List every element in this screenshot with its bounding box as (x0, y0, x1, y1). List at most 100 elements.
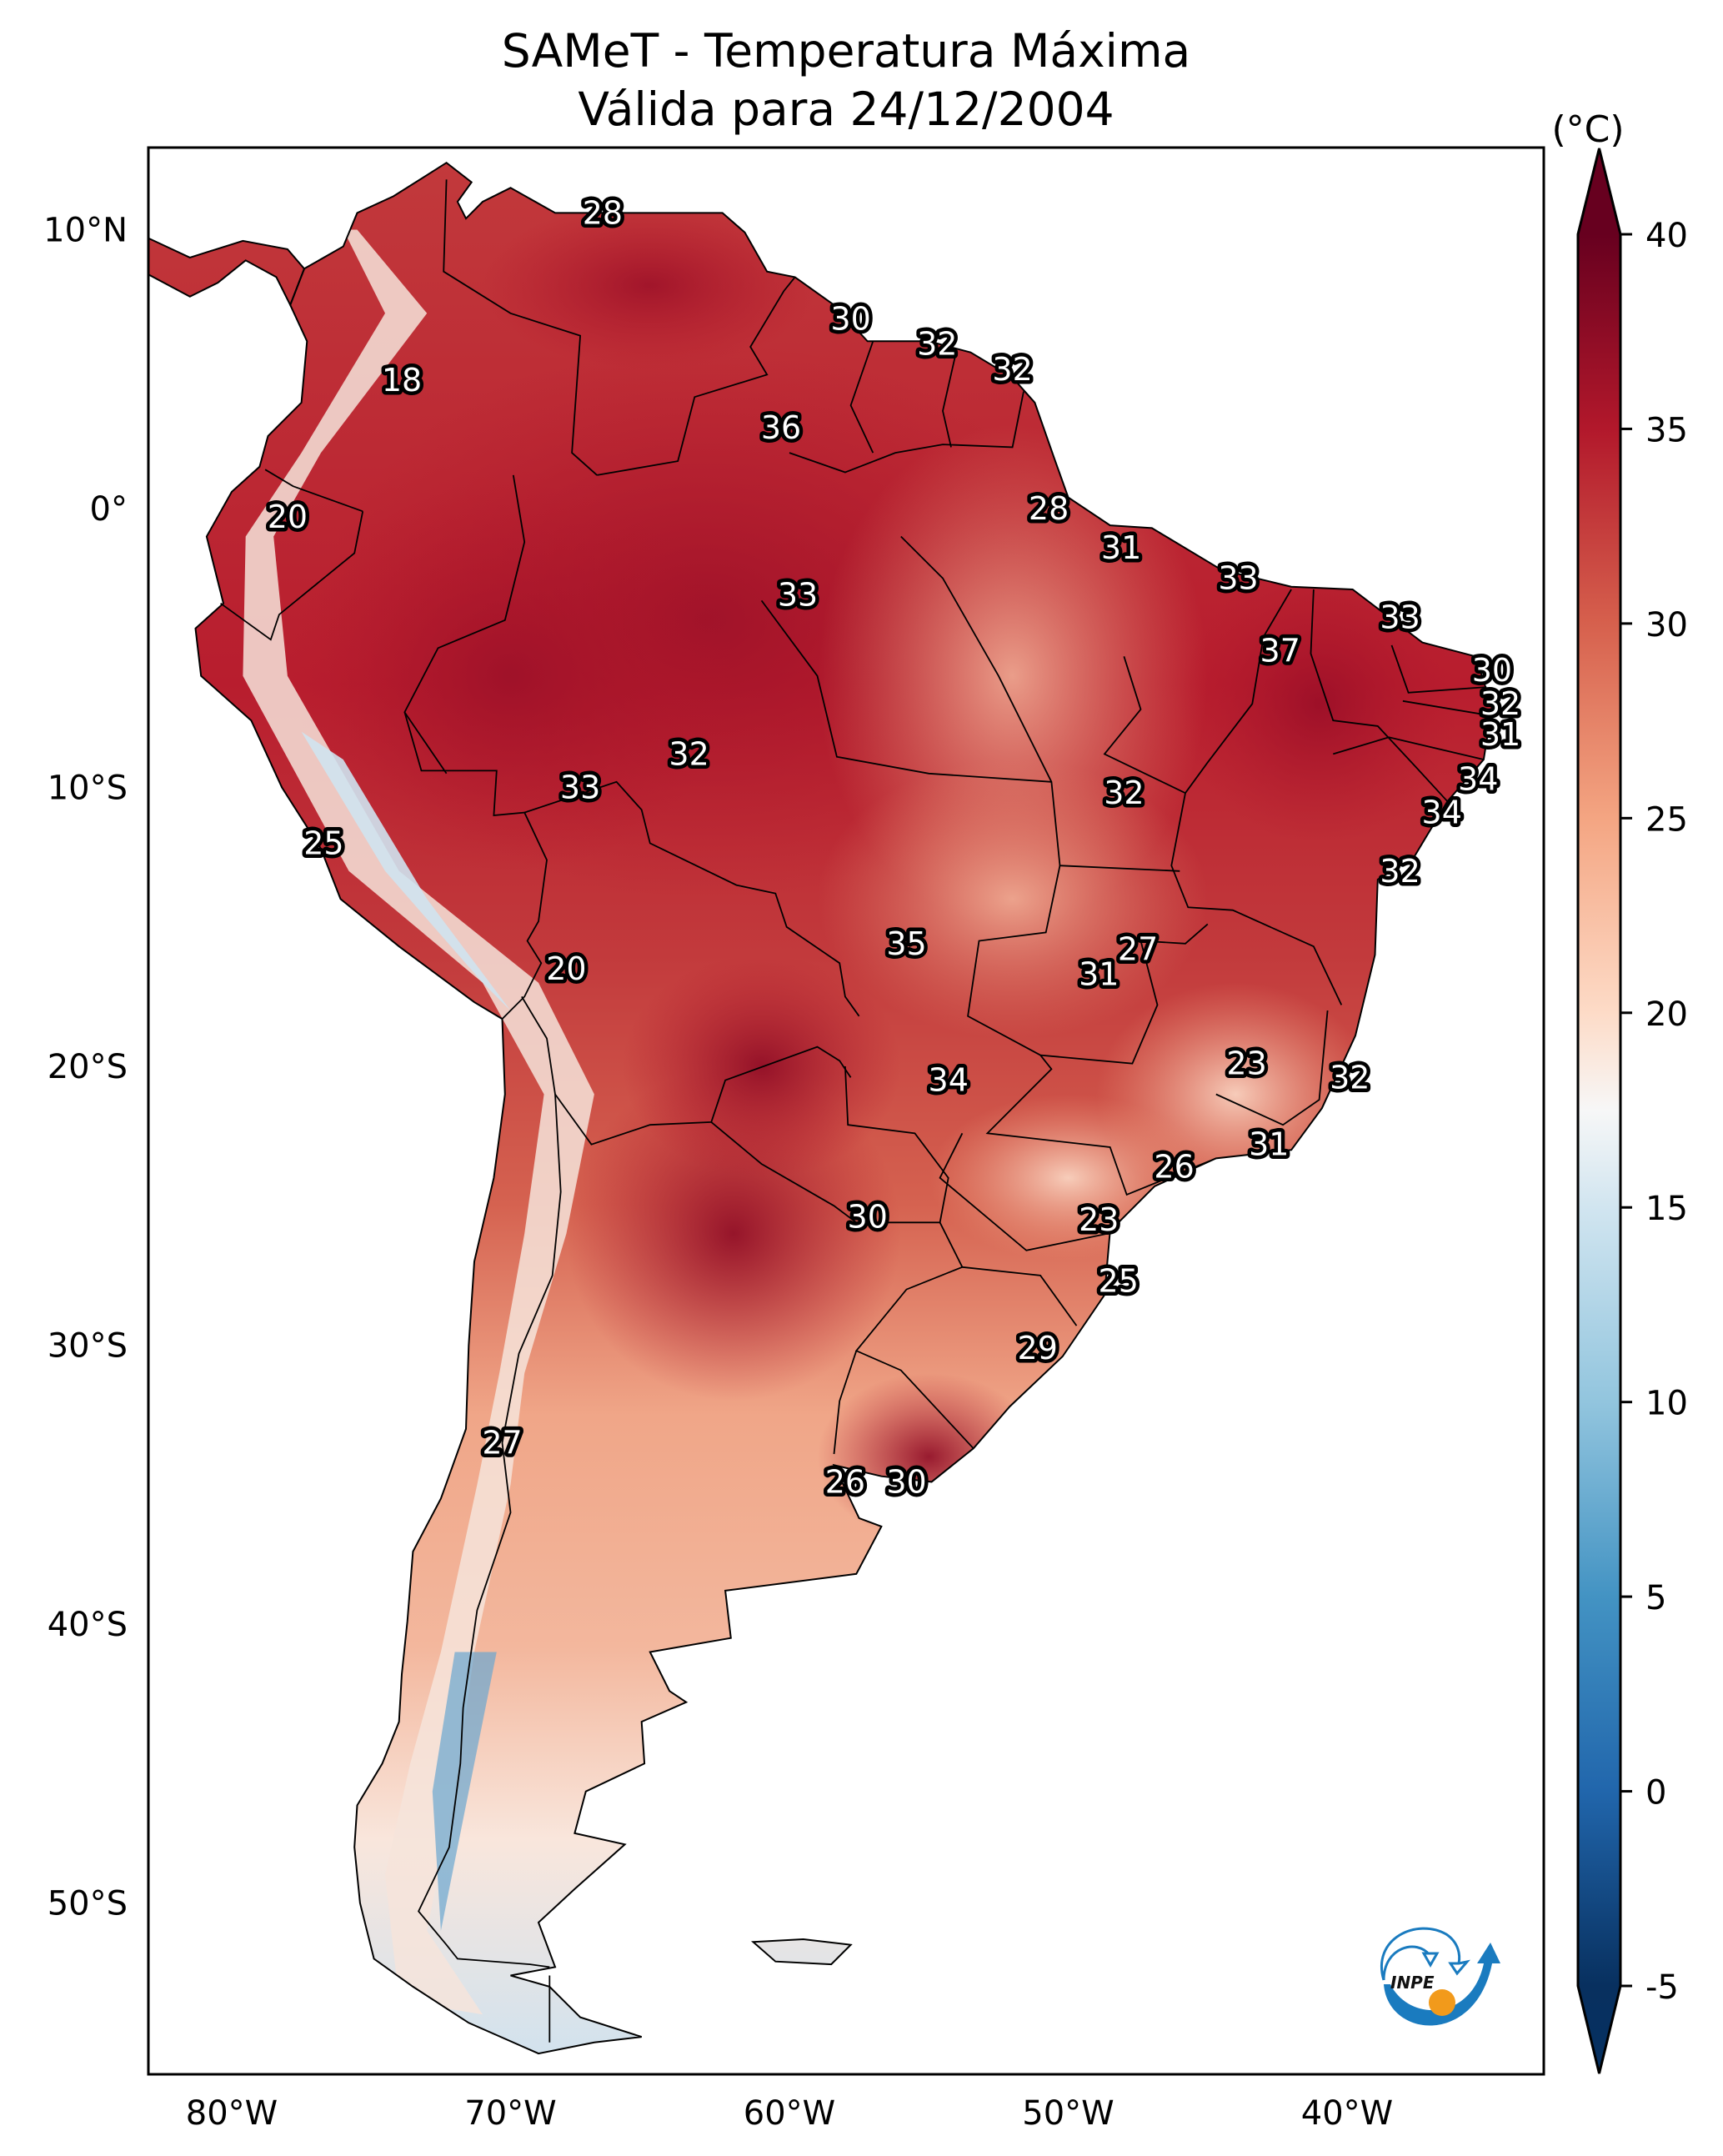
station-temperature-label: 33 (1218, 560, 1258, 597)
country-border (942, 349, 958, 448)
station-temperature-label: 20 (268, 499, 308, 535)
y-tick-label: 10°S (48, 770, 128, 808)
country-border (443, 179, 598, 476)
country-border (849, 341, 874, 454)
colorbar-tick-label: 40 (1645, 217, 1688, 255)
patagonia-cold (432, 1652, 497, 1931)
station-temperature-label: 26 (1154, 1148, 1194, 1185)
colorbar-gradient (1576, 148, 1622, 2074)
station-temperature-label: 31 (1079, 956, 1119, 993)
country-border (789, 391, 1024, 474)
station-temperature-label: 37 (1260, 633, 1300, 669)
country-border (1215, 1010, 1329, 1126)
logo-arrow-down-icon (1421, 1952, 1440, 1968)
logo-arc-inner-icon (1382, 1945, 1431, 1981)
country-border (523, 780, 860, 1017)
logo-arc-icon (1380, 1927, 1461, 1981)
chart-title: SAMeT - Temperatura Máxima (501, 24, 1191, 78)
station-temperature-label: 30 (886, 1463, 926, 1500)
y-tick-label: 20°S (48, 1048, 128, 1086)
station-temperature-label: 32 (1380, 853, 1420, 890)
logo-swoosh-icon (1384, 1943, 1500, 2026)
country-border (597, 276, 796, 476)
station-temperature-label: 31 (1249, 1126, 1289, 1163)
station-temperature-label: 32 (917, 326, 957, 363)
y-tick-label: 30°S (48, 1327, 128, 1366)
colorbar-tick-label: 35 (1645, 411, 1688, 449)
station-temperature-label: 32 (669, 735, 709, 772)
inpe-logo: INPE (1380, 1927, 1500, 2026)
station-temperature-label: 28 (1029, 490, 1069, 527)
station-temperature-label: 30 (830, 301, 870, 338)
country-border (1310, 589, 1449, 802)
country-border (220, 511, 364, 641)
station-temperature-label: 25 (1099, 1263, 1139, 1300)
colorbar-tick-label: 5 (1645, 1579, 1666, 1617)
temperature-anomaly (483, 202, 818, 369)
station-temperature-label: 28 (583, 194, 623, 231)
x-tick-label: 40°W (1301, 2094, 1393, 2133)
country-border (760, 599, 1052, 783)
station-temperature-label: 33 (560, 770, 600, 806)
colorbar-tick-label: 20 (1645, 995, 1688, 1034)
temperature-anomaly (817, 760, 1208, 1039)
country-border (854, 1221, 974, 1449)
station-temperature-label: 26 (825, 1463, 865, 1500)
y-tick-label: 0° (90, 490, 128, 529)
station-temperature-label: 32 (1480, 685, 1520, 722)
country-border (1185, 589, 1292, 794)
logo-text: INPE (1390, 1973, 1435, 1993)
station-temperature-label: 18 (382, 362, 422, 399)
x-tick-label: 80°W (186, 2094, 278, 2133)
station-temperature-label: 31 (1480, 716, 1520, 753)
map-frame (147, 146, 1545, 2076)
country-border (985, 1055, 1217, 1196)
x-tick-label: 50°W (1022, 2094, 1114, 2133)
country-border (939, 1132, 1108, 1251)
colorbar-tick-label: 10 (1645, 1385, 1688, 1423)
x-tick-label: 70°W (464, 2094, 556, 2133)
country-border (967, 865, 1209, 1065)
colorbar-tick-label: 30 (1645, 606, 1688, 644)
station-temperature-label: 34 (1458, 761, 1498, 798)
country-border (1333, 736, 1485, 760)
station-temperature-label: 29 (1018, 1330, 1058, 1366)
country-border (962, 1266, 1078, 1326)
coastline-panama (148, 237, 306, 308)
y-tick-label: 50°S (48, 1885, 128, 1923)
station-temperature-label: 34 (1422, 795, 1462, 831)
country-border (1103, 656, 1343, 1005)
y-tick-label: 10°N (43, 212, 128, 250)
x-tick-label: 60°W (744, 2094, 835, 2133)
country-border (418, 1094, 562, 1968)
station-temperature-label: 25 (303, 825, 343, 861)
y-axis: 10°N 0° 10°S 20°S 30°S 40°S 50°S (43, 212, 128, 1923)
country-border (900, 535, 1180, 872)
station-temperature-label: 35 (886, 925, 926, 962)
colorbar-tick-label: 25 (1645, 800, 1688, 839)
country-border (264, 469, 363, 513)
temperature-anomaly (287, 480, 734, 871)
country-border (521, 995, 852, 1146)
station-temperature-label: 27 (482, 1425, 522, 1462)
coastline-falklands (750, 1938, 853, 1966)
colorbar-ticks: 40 35 30 25 20 15 10 5 0 -5 (1620, 217, 1688, 2007)
station-temperature-label: 32 (992, 351, 1032, 388)
y-tick-label: 40°S (48, 1606, 128, 1644)
colorbar-tick-label: 15 (1645, 1190, 1688, 1228)
station-temperature-label: 27 (1118, 931, 1158, 968)
country-border (833, 1350, 858, 1455)
country-borders (148, 161, 1493, 2055)
x-axis: 80°W 70°W 60°W 50°W 40°W (186, 2094, 1393, 2133)
colorbar-unit-label: (°C) (1551, 108, 1624, 151)
station-temperature-label: 32 (1104, 775, 1144, 811)
station-temperature-label: 33 (778, 577, 818, 614)
colorbar-tick-label: -5 (1645, 1968, 1679, 2007)
colorbar: (°C) 40 35 30 25 20 15 10 5 0 -5 (1551, 108, 1688, 2074)
station-temperature-label: 23 (1079, 1201, 1119, 1238)
temperature-anomaly (1180, 564, 1459, 844)
country-border (403, 711, 448, 775)
